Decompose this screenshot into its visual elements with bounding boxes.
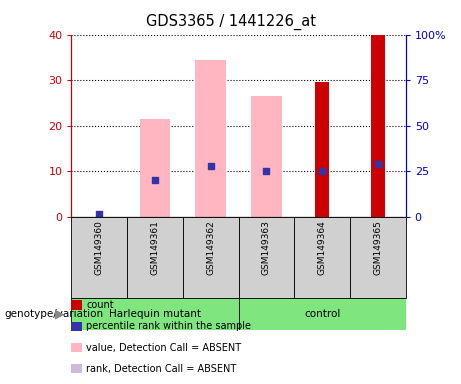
Point bbox=[374, 161, 382, 167]
Bar bbox=[183, 217, 238, 298]
Bar bbox=[195, 60, 226, 217]
Point bbox=[319, 168, 326, 174]
Text: percentile rank within the sample: percentile rank within the sample bbox=[86, 321, 251, 331]
Bar bbox=[294, 217, 350, 298]
Bar bbox=[315, 83, 329, 217]
Point bbox=[207, 163, 214, 169]
Text: genotype/variation: genotype/variation bbox=[5, 309, 104, 319]
Bar bbox=[350, 217, 406, 298]
Point bbox=[151, 177, 159, 184]
Bar bbox=[127, 217, 183, 298]
Text: GSM149360: GSM149360 bbox=[95, 220, 104, 275]
Text: GSM149362: GSM149362 bbox=[206, 220, 215, 275]
Text: GSM149363: GSM149363 bbox=[262, 220, 271, 275]
Point bbox=[95, 211, 103, 217]
Text: Harlequin mutant: Harlequin mutant bbox=[109, 309, 201, 319]
Text: ▶: ▶ bbox=[55, 308, 65, 320]
Text: rank, Detection Call = ABSENT: rank, Detection Call = ABSENT bbox=[86, 364, 236, 374]
Text: GSM149364: GSM149364 bbox=[318, 220, 327, 275]
Text: GSM149361: GSM149361 bbox=[150, 220, 160, 275]
Point bbox=[263, 168, 270, 174]
Text: value, Detection Call = ABSENT: value, Detection Call = ABSENT bbox=[86, 343, 241, 353]
Bar bbox=[238, 298, 406, 330]
Text: control: control bbox=[304, 309, 340, 319]
Bar bbox=[71, 298, 239, 330]
Bar bbox=[140, 119, 170, 217]
Bar bbox=[251, 96, 282, 217]
Text: GSM149365: GSM149365 bbox=[373, 220, 382, 275]
Text: count: count bbox=[86, 300, 114, 310]
Bar bbox=[371, 35, 385, 217]
Text: GDS3365 / 1441226_at: GDS3365 / 1441226_at bbox=[146, 13, 315, 30]
Bar bbox=[238, 217, 294, 298]
Bar bbox=[71, 217, 127, 298]
